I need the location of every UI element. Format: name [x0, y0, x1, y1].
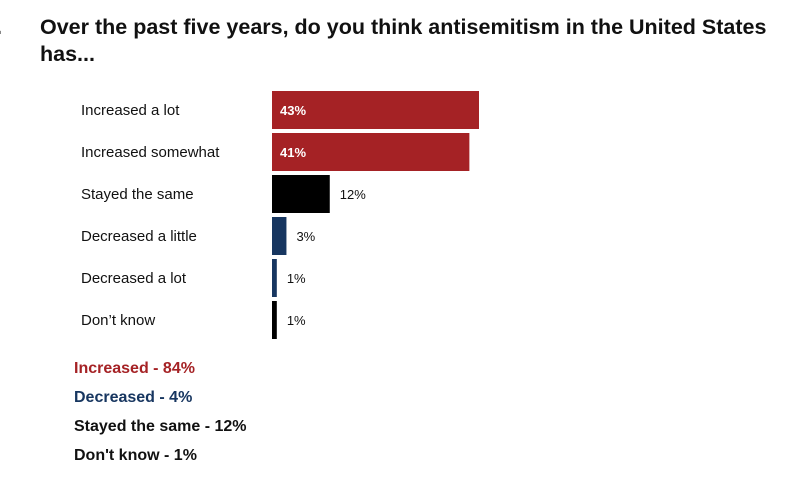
- bar: [272, 91, 479, 129]
- summary-dont-know: Don't know - 1%: [74, 447, 197, 464]
- category-label: Don’t know: [81, 312, 155, 329]
- bar-chart: Increased a lot 43% Increased somewhat 41% S…: [81, 91, 479, 339]
- category-label: Decreased a lot: [81, 270, 187, 287]
- summary-list: Increased - 84% Decreased - 4% Stayed th…: [74, 358, 247, 474]
- value-label: 43%: [280, 103, 306, 118]
- value-label: 3%: [296, 229, 315, 244]
- value-label: 1%: [287, 271, 306, 286]
- summary-increased: Increased - 84%: [74, 360, 195, 377]
- bar: [272, 133, 470, 171]
- bar: [272, 259, 277, 297]
- bar: [272, 175, 330, 213]
- category-label: Stayed the same: [81, 186, 194, 203]
- question-heading: 2.Over the past five years, do you think…: [0, 14, 791, 68]
- question-number: 2.: [0, 14, 40, 41]
- category-label: Increased somewhat: [81, 144, 220, 161]
- category-label: Increased a lot: [81, 102, 180, 119]
- summary-decreased: Decreased - 4%: [74, 389, 193, 406]
- bar: [272, 301, 277, 339]
- value-label: 41%: [280, 145, 306, 160]
- category-label: Decreased a little: [81, 228, 197, 245]
- question-text: Over the past five years, do you think a…: [40, 15, 767, 66]
- value-label: 12%: [340, 187, 366, 202]
- summary-stayed-same: Stayed the same - 12%: [74, 418, 247, 435]
- bar: [272, 217, 287, 255]
- value-label: 1%: [287, 313, 306, 328]
